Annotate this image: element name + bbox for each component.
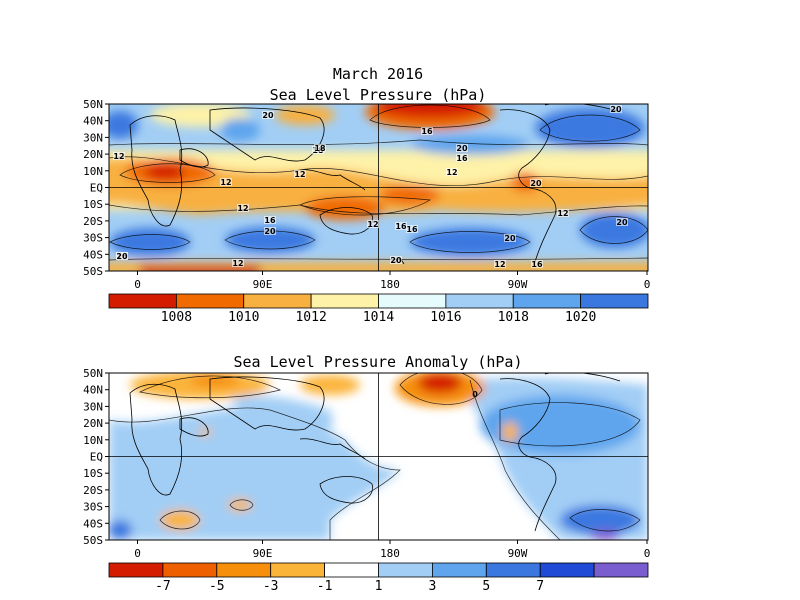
bottom-contour-label: 0: [472, 390, 478, 399]
top-lat-label: 50S: [83, 265, 103, 278]
bottom-colorbar-label: 1: [375, 579, 383, 594]
bottom-colorbar-swatch: [108, 562, 164, 578]
bottom-colorbar-swatch: [216, 562, 272, 578]
bottom-lat-label: 20S: [83, 484, 103, 497]
bottom-lat-label: 10N: [83, 434, 103, 447]
top-lat-label: 10S: [83, 198, 103, 211]
top-contour-label: 20: [610, 105, 622, 114]
top-contour-label: 12: [367, 220, 378, 229]
top-contour-label: 12: [494, 260, 505, 269]
bottom-lat-label: 10S: [83, 467, 103, 480]
bottom-colorbar-label: 3: [428, 579, 436, 594]
top-lat-label: 30N: [83, 131, 103, 144]
top-colorbar-label: 1018: [498, 310, 529, 325]
bottom-colorbar-swatch: [539, 562, 595, 578]
top-contour-label: 20: [390, 256, 402, 265]
top-contour-label: 20: [504, 234, 516, 243]
bottom-colorbar-swatch: [378, 562, 433, 578]
top-lon-label: 180: [380, 278, 400, 291]
bottom-lon-label: 0: [644, 547, 651, 560]
top-contour-label: 16: [421, 127, 433, 136]
bottom-lat-label: 50S: [83, 534, 103, 547]
top-colorbar-label: 1020: [565, 310, 596, 325]
top-colorbar-swatch: [580, 293, 649, 309]
top-lat-label: 40S: [83, 248, 103, 261]
top-contour-label: 20: [616, 218, 628, 227]
top-colorbar-swatch: [512, 293, 582, 309]
top-panel-title: Sea Level Pressure (hPa): [269, 86, 487, 104]
top-contour-label: 12: [220, 178, 231, 187]
top-lat-label: 30S: [83, 232, 103, 245]
top-contour-label: 16: [456, 154, 468, 163]
top-lat-label: 50N: [83, 98, 103, 111]
bottom-lat-label: 20N: [83, 417, 103, 430]
top-contour-label: 16: [531, 260, 543, 269]
top-lat-label: 20N: [83, 148, 103, 161]
bottom-colorbar-label: -7: [155, 579, 171, 594]
top-colorbar-label: 1016: [430, 310, 461, 325]
top-colorbar-swatch: [310, 293, 379, 309]
bottom-colorbar-swatch: [431, 562, 487, 578]
top-contour-label: 20: [264, 227, 276, 236]
bottom-colorbar-label: -1: [317, 579, 333, 594]
top-colorbar-label: 1010: [228, 310, 259, 325]
bottom-colorbar-swatch: [324, 562, 379, 578]
top-lon-label: 0: [644, 278, 651, 291]
top-contour-label: 20: [530, 179, 542, 188]
top-colorbar-label: 1012: [295, 310, 326, 325]
bottom-colorbar-swatch: [270, 562, 326, 578]
top-colorbar-swatch: [108, 293, 177, 309]
bottom-colorbar-swatch: [593, 562, 649, 578]
bottom-lat-label: 40N: [83, 384, 103, 397]
bottom-colorbar-swatch: [485, 562, 541, 578]
bottom-colorbar-label: -3: [263, 579, 279, 594]
bottom-lat-label: 30S: [83, 501, 103, 514]
top-contour-label: 16: [395, 222, 407, 231]
top-contour-label: 12: [446, 168, 457, 177]
top-contour-label: 20: [262, 111, 274, 120]
slp-map: 2012181620161212121220161212202016161216…: [109, 104, 648, 271]
bottom-panel-title: Sea Level Pressure Anomaly (hPa): [233, 353, 523, 371]
bottom-lat-label: EQ: [90, 451, 103, 464]
top-colorbar-label: 1008: [161, 310, 192, 325]
top-colorbar-swatch: [243, 293, 312, 309]
top-colorbar-swatch: [445, 293, 514, 309]
top-lon-label: 90W: [508, 278, 528, 291]
top-contour-label: 12: [294, 170, 305, 179]
bottom-lat-label: 50N: [83, 367, 103, 380]
top-contour-label: 16: [406, 225, 418, 234]
bottom-lat-label: 30N: [83, 400, 103, 413]
bottom-lon-label: 0: [134, 547, 141, 560]
bottom-lon-label: 180: [380, 547, 400, 560]
top-colorbar-swatch: [378, 293, 447, 309]
top-lon-label: 90E: [253, 278, 273, 291]
slp-anomaly-map: 0: [109, 373, 648, 540]
top-lon-label: 0: [134, 278, 141, 291]
top-lat-label: EQ: [90, 182, 103, 195]
bottom-colorbar-label: 7: [536, 579, 544, 594]
top-contour-label: 20: [116, 252, 128, 261]
top-contour-label: 18: [314, 144, 326, 153]
bottom-colorbar-label: -5: [209, 579, 225, 594]
top-contour-label: 12: [232, 259, 243, 268]
top-contour-label: 12: [113, 152, 124, 161]
top-contour-label: 12: [557, 209, 568, 218]
top-colorbar-label: 1014: [363, 310, 394, 325]
bottom-colorbar-swatch: [162, 562, 218, 578]
top-contour-label: 16: [264, 216, 276, 225]
bottom-lon-label: 90E: [253, 547, 273, 560]
figure-title: March 2016: [332, 65, 424, 83]
bottom-lon-label: 90W: [508, 547, 528, 560]
top-colorbar-swatch: [175, 293, 245, 309]
top-contour-label: 12: [237, 204, 248, 213]
bottom-colorbar-label: 5: [482, 579, 490, 594]
top-lat-label: 40N: [83, 115, 103, 128]
bottom-lat-label: 40S: [83, 517, 103, 530]
top-lat-label: 10N: [83, 165, 103, 178]
top-lat-label: 20S: [83, 215, 103, 228]
top-contour-label: 20: [456, 144, 468, 153]
